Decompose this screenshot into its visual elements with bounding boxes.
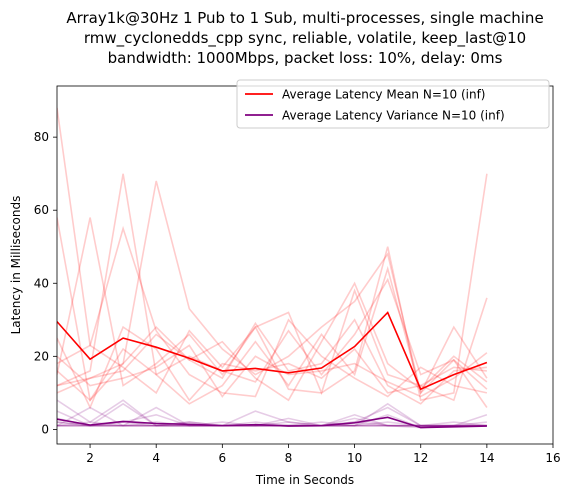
y-tick-label: 60 [34, 203, 49, 217]
x-tick-label: 12 [413, 451, 428, 465]
x-tick-label: 6 [219, 451, 227, 465]
run-lines [57, 108, 487, 428]
y-tick-label: 80 [34, 130, 49, 144]
y-axis-label: Latency in Milliseconds [9, 196, 23, 335]
legend-entry: Average Latency Mean N=10 (inf) [282, 88, 486, 102]
x-axis-label: Time in Seconds [255, 473, 354, 487]
plot-area [57, 108, 487, 428]
y-tick-label: 0 [41, 422, 49, 436]
x-tick-label: 8 [285, 451, 293, 465]
legend-entry: Average Latency Variance N=10 (inf) [282, 109, 505, 123]
chart-title: Array1k@30Hz 1 Pub to 1 Sub, multi-proce… [66, 9, 543, 67]
chart-title-line: Array1k@30Hz 1 Pub to 1 Sub, multi-proce… [66, 9, 543, 27]
x-axis: 2 4 6 8 10 12 14 16 [86, 444, 560, 465]
y-tick-label: 20 [34, 349, 49, 363]
x-tick-label: 4 [152, 451, 160, 465]
chart-title-line: rmw_cyclonedds_cpp sync, reliable, volat… [84, 29, 526, 48]
mean-run-line [57, 174, 487, 404]
y-axis: 0 20 40 60 80 [34, 130, 57, 436]
chart-title-line: bandwidth: 1000Mbps, packet loss: 10%, d… [108, 49, 503, 67]
x-tick-label: 16 [545, 451, 560, 465]
x-tick-label: 2 [86, 451, 94, 465]
legend: Average Latency Mean N=10 (inf) Average L… [237, 80, 549, 128]
mean-run-line [57, 283, 487, 400]
x-tick-label: 14 [479, 451, 494, 465]
x-tick-label: 10 [347, 451, 362, 465]
y-tick-label: 40 [34, 276, 49, 290]
